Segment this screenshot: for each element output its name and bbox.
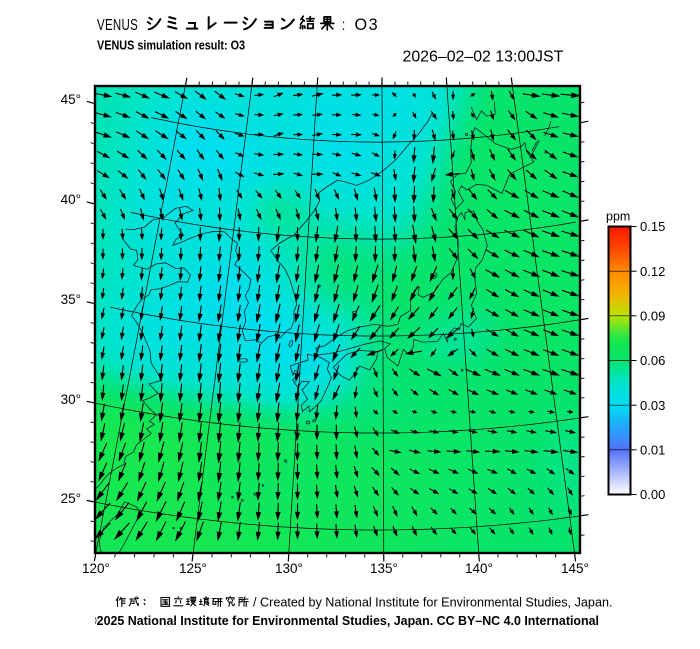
- svg-text:0.06: 0.06: [640, 353, 665, 368]
- svg-text:0.00: 0.00: [640, 487, 665, 502]
- svg-text:135°: 135°: [370, 561, 398, 576]
- svg-text:125°: 125°: [179, 561, 207, 576]
- svg-text:ppm: ppm: [606, 210, 630, 224]
- svg-text:130°: 130°: [275, 561, 303, 576]
- svg-text::: :: [342, 16, 345, 33]
- svg-text:VENUS: VENUS: [97, 15, 138, 33]
- svg-text:30°: 30°: [61, 392, 81, 407]
- svg-text:25°: 25°: [61, 491, 81, 506]
- svg-text:140°: 140°: [465, 561, 493, 576]
- svg-text:120°: 120°: [82, 561, 110, 576]
- svg-text:35°: 35°: [61, 292, 81, 307]
- svg-text:0.15: 0.15: [640, 219, 665, 234]
- svg-text:VENUS simulation result: O3: VENUS simulation result: O3: [97, 38, 245, 53]
- svg-text:/ Created by National Institut: / Created by National Institute for Envi…: [253, 594, 613, 609]
- svg-text:2026–02–02 13:00JST: 2026–02–02 13:00JST: [403, 49, 564, 66]
- svg-text:145°: 145°: [561, 561, 589, 576]
- svg-text:40°: 40°: [61, 192, 81, 207]
- svg-text:45°: 45°: [61, 92, 81, 107]
- svg-text:0.03: 0.03: [640, 398, 665, 413]
- svg-text:©2025 National Institute for E: ©2025 National Institute for Environment…: [88, 613, 599, 628]
- svg-text:0.12: 0.12: [640, 264, 665, 279]
- svg-text:0.01: 0.01: [640, 443, 665, 458]
- svg-text:O3: O3: [355, 16, 380, 34]
- svg-text:0.09: 0.09: [640, 309, 665, 324]
